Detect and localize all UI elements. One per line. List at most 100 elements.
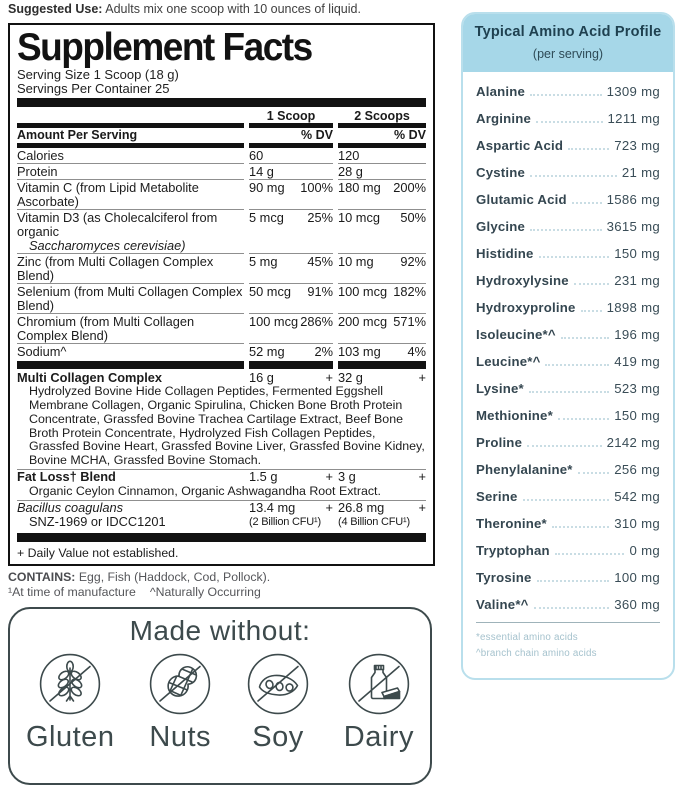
amino-name: Tyrosine [476,570,532,585]
dotted-leader [573,283,610,285]
amino-value: 360 mg [614,597,660,612]
blend-rows: Multi Collagen Complex 16 g +32 g + Hydrolyz… [17,370,426,530]
footnote-essential: *essential amino acids [476,632,578,643]
amino-row: Cystine 21 mg [476,165,660,180]
made-without-items: Gluten [10,646,430,753]
made-without-panel: Made without: [8,606,432,785]
amino-row: Theronine* 310 mg [476,516,660,531]
dotted-leader [530,94,602,96]
amino-name: Valine*^ [476,597,529,612]
amino-value: 256 mg [614,462,660,477]
blend-sub-wrap: Hydrolyzed Bovine Hide Collagen Peptides… [17,384,426,470]
nutrient-row: Selenium (from Multi Collagen Complex Bl… [17,283,426,315]
amino-name: Serine [476,489,518,504]
nutrient-row: Zinc (from Multi Collagen Complex Blend)… [17,253,426,285]
nutrient-value: 103 mg 4% [338,344,426,359]
blend-sub-wrap: Organic Ceylon Cinnamon, Organic Ashwaga… [17,484,426,501]
nutrient-rows: Calories 60 120 Protein 14 g 28 g Vitamin C (f… [17,148,426,359]
dv-value: 25% [307,209,333,225]
nutrient-value: 100 mcg 286% [249,313,333,345]
dotted-leader [568,148,610,150]
amino-row: Phenylalanine* 256 mg [476,462,660,477]
dotted-leader [577,472,610,474]
made-without-label: Nuts [149,720,212,753]
dv-value: 92% [400,253,426,269]
dotted-leader [530,229,602,231]
nutrient-name: Calories [17,148,244,165]
footnote-branch-chain: ^branch chain amino acids [476,648,597,659]
amount-value: 5 mcg [249,209,284,225]
amino-name: Glutamic Acid [476,192,567,207]
amino-panel-title: Typical Amino Acid Profile [474,24,662,40]
blend-ingredients: Organic Ceylon Cinnamon, Organic Ashwaga… [17,484,426,501]
amino-row: Hydroxyproline 1898 mg [476,300,660,315]
amino-value: 231 mg [614,273,660,288]
cfu-value: (4 Billion CFU¹) [338,516,410,529]
amino-row: Lysine* 523 mg [476,381,660,396]
nutrient-name: Vitamin D3 (as Cholecalciferol from orga… [17,210,244,255]
blend-name: Bacillus coagulans SNZ-1969 or IDCC1201 [17,500,166,530]
contains-line: CONTAINS: Egg, Fish (Haddock, Cod, Pollo… [8,570,435,585]
nutrient-name: Selenium (from Multi Collagen Complex Bl… [17,283,244,315]
amino-value: 542 mg [614,489,660,504]
dv-label-2: % DV [394,128,426,143]
nutrient-name: Sodium^ [17,343,67,359]
nutrient-name: Vitamin C (from Lipid Metabolite Ascorba… [17,180,244,211]
amount-value: 52 mg [249,343,285,359]
amount-value: 100 mcg [338,283,388,299]
amount-value: 10 mcg [338,209,380,225]
amino-row: Methionine* 150 mg [476,408,660,423]
dotted-leader [571,202,602,204]
amino-row: Aspartic Acid 723 mg [476,138,660,153]
amino-value: 3615 mg [606,219,660,234]
blend-ingredients: Hydrolyzed Bovine Hide Collagen Peptides… [17,384,426,470]
supplement-facts-panel: Supplement Facts Serving Size 1 Scoop (1… [8,23,435,566]
made-without-soy: Soy [246,652,310,753]
amino-acid-list: Alanine 1309 mg Arginine 1211 mg Aspartic Ac… [463,72,673,612]
amount-value: 90 mg [249,179,285,195]
amino-row: Glutamic Acid 1586 mg [476,192,660,207]
amino-row: Hydroxylysine 231 mg [476,273,660,288]
nutrient-row: Vitamin D3 (as Cholecalciferol from orga… [17,209,426,255]
nutrient-value: 100 mcg 182% [338,283,426,315]
amino-name: Tryptophan [476,543,550,558]
amount-value: 16 g [249,369,274,385]
serving-size: Serving Size 1 Scoop (18 g) [17,67,179,83]
amino-row: Arginine 1211 mg [476,111,660,126]
dv-value: 200% [393,179,426,195]
dv-value: + [325,369,333,385]
nutrient-value: 3 g + [338,470,426,485]
nutrient-value: 180 mg 200% [338,179,426,211]
nutrient-value: 10 mcg 50% [338,209,426,255]
made-without-nuts: Nuts [148,652,212,753]
blend-name: Multi Collagen Complex [17,369,163,385]
amino-panel-subtitle: (per serving) [532,47,604,61]
nutrient-name: Chromium (from Multi Collagen Complex Bl… [17,314,244,345]
amino-value: 310 mg [614,516,660,531]
servings-per-container: Servings Per Container 25 [17,80,170,96]
dv-value: 286% [300,313,333,329]
amount-value: 180 mg [338,179,381,195]
nutrient-row: Sodium^ 52 mg 2% 103 mg 4% [17,344,426,359]
note-naturally-occurring: ^Naturally Occurring [149,584,261,599]
dv-value: 182% [393,283,426,299]
amino-name: Glycine [476,219,526,234]
dv-value: + [418,469,426,485]
amino-value: 1586 mg [606,192,660,207]
amount-value: 5 mg [249,253,278,269]
nutrient-value: 50 mcg 91% [249,284,333,315]
amino-row: Proline 2142 mg [476,435,660,450]
nutrient-row: Chromium (from Multi Collagen Complex Bl… [17,313,426,345]
amount-value: 1.5 g [249,469,278,485]
amount-value: 103 mg [338,343,381,359]
made-without-title: Made without: [129,614,311,646]
amino-row: Tyrosine 100 mg [476,570,660,585]
nutrient-value: 5 mcg 25% [249,209,333,255]
amino-value: 523 mg [614,381,660,396]
dv-value: 2% [314,343,334,359]
segmented-divider [17,123,426,129]
amino-value: 1309 mg [606,84,660,99]
amino-footnotes: *essential amino acids ^branch chain ami… [476,622,660,662]
segmented-divider [17,143,426,149]
nutrient-value: 90 mg 100% [249,179,333,211]
